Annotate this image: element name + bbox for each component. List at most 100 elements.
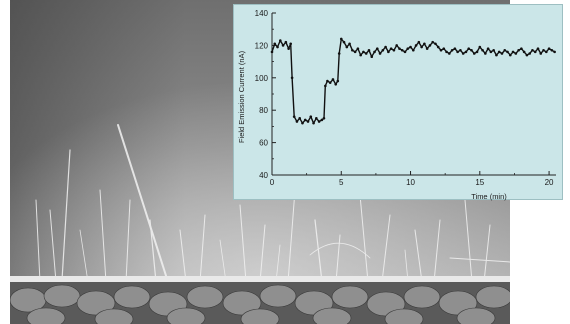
data-point: [381, 48, 385, 52]
data-point: [492, 48, 495, 52]
y-tick-label: 60: [259, 139, 268, 148]
x-tick-label: 15: [475, 178, 484, 187]
data-point: [442, 47, 446, 50]
y-tick-label: 80: [259, 106, 268, 115]
data-point: [324, 84, 327, 88]
data-point: [351, 48, 354, 52]
data-point: [431, 40, 435, 44]
data-point: [486, 47, 490, 50]
data-point: [367, 48, 371, 52]
data-point: [553, 50, 556, 54]
data-point: [439, 48, 443, 52]
y-axis-label: Field Emission Current (nA): [237, 50, 246, 143]
data-point: [276, 45, 279, 49]
data-point: [533, 50, 537, 54]
data-point: [472, 52, 476, 55]
data-point: [475, 50, 479, 54]
data-point: [508, 53, 512, 57]
data-point: [400, 48, 404, 52]
series-layer: [270, 37, 556, 125]
data-point: [403, 50, 407, 54]
data-point: [362, 50, 365, 54]
data-point: [301, 121, 304, 125]
data-point: [467, 47, 471, 50]
chart-axes: [271, 13, 556, 176]
data-point: [503, 48, 507, 52]
data-point: [320, 118, 324, 122]
data-point: [295, 120, 299, 123]
data-point: [420, 45, 423, 49]
data-point: [425, 47, 429, 50]
data-point: [312, 121, 315, 125]
data-point: [273, 42, 277, 46]
data-point: [495, 53, 498, 57]
data-point: [497, 50, 501, 54]
data-point: [306, 120, 310, 123]
data-point: [303, 118, 307, 122]
data-point: [520, 47, 523, 50]
data-point: [270, 50, 274, 54]
data-point: [287, 47, 290, 50]
x-tick-label: 0: [270, 178, 275, 187]
data-point: [448, 52, 451, 55]
data-point: [453, 47, 457, 50]
data-point: [334, 82, 338, 86]
data-point: [364, 52, 368, 55]
data-point: [375, 47, 379, 50]
data-point: [345, 45, 349, 49]
data-point: [423, 42, 426, 46]
data-point: [373, 50, 376, 54]
data-point: [459, 48, 462, 52]
data-point: [337, 52, 341, 55]
data-point: [406, 47, 410, 50]
data-point: [356, 47, 360, 50]
data-point: [290, 76, 294, 80]
data-point: [298, 117, 302, 120]
data-point: [359, 53, 362, 57]
data-point: [398, 47, 401, 50]
data-point: [292, 115, 296, 118]
data-point: [315, 117, 318, 120]
data-point: [284, 40, 288, 44]
data-point: [536, 47, 540, 50]
chart-svg: 40 60 80 100 120 140 0 5 10 15 20 Time (min) Fiel…: [237, 9, 556, 201]
data-point: [348, 42, 351, 46]
data-point: [539, 52, 543, 55]
data-point: [412, 48, 415, 52]
x-axis-label: Time (min): [471, 192, 507, 201]
data-point: [342, 40, 346, 44]
emission-current-chart: 40 60 80 100 120 140 0 5 10 15 20 Time (min) Fiel…: [233, 4, 563, 201]
data-point: [470, 48, 473, 52]
data-point: [317, 120, 321, 123]
x-tick-label: 20: [545, 178, 554, 187]
y-tick-label: 100: [255, 74, 269, 83]
y-axis-ticks: 40 60 80 100 120 140: [255, 9, 276, 180]
data-point: [434, 42, 437, 46]
data-point: [339, 37, 343, 41]
data-point: [484, 52, 487, 55]
data-point: [389, 47, 393, 50]
data-point: [370, 55, 374, 59]
data-point: [384, 45, 387, 49]
data-point: [309, 115, 313, 118]
data-point: [436, 45, 440, 49]
data-point: [336, 79, 340, 83]
data-point: [417, 40, 421, 44]
data-point: [481, 48, 484, 52]
data-point: [395, 44, 398, 47]
data-point: [456, 50, 459, 54]
data-point: [525, 53, 529, 57]
data-point: [547, 47, 551, 50]
data-point: [331, 78, 335, 81]
data-point: [528, 52, 531, 55]
data-point: [542, 48, 545, 52]
y-tick-label: 40: [259, 171, 268, 180]
data-point: [550, 48, 554, 52]
data-point: [326, 79, 329, 83]
y-tick-label: 140: [255, 9, 269, 18]
data-point: [489, 50, 493, 54]
data-point: [353, 50, 357, 54]
x-axis-ticks: 0 5 10 15 20: [270, 171, 554, 187]
data-point: [414, 44, 418, 47]
data-point: [445, 50, 448, 54]
